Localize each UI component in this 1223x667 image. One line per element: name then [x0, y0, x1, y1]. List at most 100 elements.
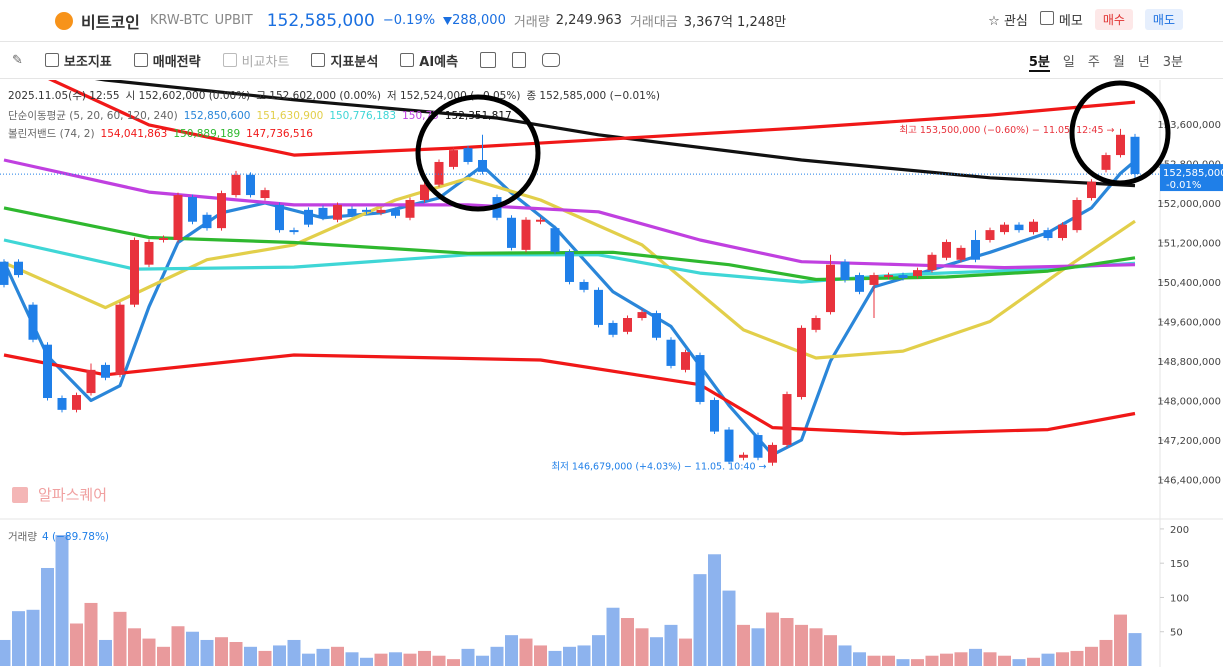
candle-tool[interactable]	[512, 52, 527, 68]
volume-bar	[621, 618, 634, 666]
tool-icon	[44, 53, 59, 67]
candle-body	[391, 209, 400, 216]
volume-title: 거래량	[8, 531, 37, 543]
header-buttons: ☆ 관심 메모 매수 매도	[988, 9, 1183, 30]
volume-bar	[70, 623, 83, 666]
tool-label: AI예측	[419, 54, 459, 70]
volume-bar	[954, 652, 968, 666]
candle-body	[594, 289, 603, 325]
highlight-circle	[1069, 80, 1171, 186]
period[interactable]: 월	[1112, 55, 1125, 70]
candle-body	[275, 204, 284, 231]
volume-bars	[0, 535, 1142, 666]
candle-body	[884, 275, 893, 278]
buy-button[interactable]: 매수	[1094, 9, 1133, 30]
candle-body	[913, 270, 922, 277]
tool-icon	[311, 53, 326, 67]
candles	[0, 128, 1160, 466]
candle-body	[405, 199, 415, 218]
down-arrow	[443, 16, 453, 25]
indicator-line	[3, 206, 1136, 282]
volume-bar	[853, 652, 866, 666]
camera-tool[interactable]	[542, 53, 561, 67]
legend-value: 151,630,900	[257, 110, 324, 122]
last-price-tag	[1160, 164, 1223, 192]
candle-body	[739, 454, 748, 458]
candle-body	[478, 159, 487, 172]
volume-bar	[693, 574, 707, 666]
volume-bar	[418, 650, 431, 666]
volume-bar	[99, 639, 112, 666]
volume-bar	[751, 628, 765, 666]
period[interactable]: 일	[1062, 55, 1075, 70]
period[interactable]: 년	[1137, 55, 1150, 70]
tool[interactable]: 매매전략	[133, 51, 201, 70]
tool-label: 지표분석	[330, 54, 379, 70]
tool[interactable]: 비교차트	[222, 51, 289, 70]
tool-icon	[222, 53, 237, 67]
candle-body	[28, 304, 38, 340]
y-tick-label: 147,200,000	[1157, 436, 1221, 447]
y-tick-label: 148,800,000	[1157, 357, 1221, 368]
candle-body	[753, 435, 763, 458]
watch-button[interactable]: ☆ 관심	[988, 14, 1028, 29]
square-tool[interactable]	[480, 52, 497, 68]
period[interactable]: 3분	[1162, 55, 1183, 70]
candle-body	[1072, 199, 1082, 231]
period[interactable]: 5분	[1028, 51, 1050, 72]
legend-title: 볼린저밴드 (74, 2)	[8, 128, 95, 140]
volume-bar	[157, 646, 170, 666]
candle-body	[927, 254, 937, 271]
tool-label: 보조지표	[63, 54, 112, 70]
tool[interactable]: 보조지표	[44, 51, 112, 70]
tool[interactable]: AI예측	[400, 51, 458, 70]
indicator-line	[3, 238, 1136, 284]
price: 152,585,000	[266, 10, 375, 31]
pen-icon[interactable]: ✎	[12, 52, 23, 68]
info-line: 2025.11.05(수) 12:55 시 152,602,000 (0.00%)…	[8, 90, 660, 102]
volume-bar	[1056, 652, 1069, 666]
candle-body	[782, 394, 792, 445]
volume-bar	[1041, 653, 1055, 666]
y-tick-label: 150,400,000	[1157, 278, 1221, 289]
candle-body	[304, 209, 313, 225]
candle-body	[318, 207, 328, 218]
indicator-legend: 단순이동평균 (5, 20, 60, 120, 240) 152,850,600 1…	[8, 110, 512, 122]
candle-body	[202, 214, 212, 229]
volume-bar	[490, 646, 504, 666]
volume-bar	[244, 646, 257, 666]
y-tick-label: 153,600,000	[1157, 120, 1221, 131]
tool-icon	[133, 53, 148, 67]
tool-icon	[400, 53, 415, 67]
y-tick-label: 152,000,000	[1157, 199, 1221, 210]
candle-body	[57, 398, 67, 410]
volume-bar	[55, 535, 69, 666]
volume-bar	[766, 612, 779, 666]
y-tick-label: 50	[1170, 628, 1183, 639]
volume-bar	[867, 655, 881, 666]
volume-bar	[331, 646, 344, 666]
legend-title: 단순이동평균 (5, 20, 60, 120, 240)	[8, 110, 178, 122]
sell-button[interactable]: 매도	[1144, 9, 1183, 30]
volume-bar	[882, 655, 895, 666]
high-annotation: 최고 153,500,000 (−0.60%) − 11.05. 12:45 →	[899, 125, 1114, 136]
candle-body	[724, 429, 734, 462]
volume-bar	[983, 652, 997, 666]
candle-body	[608, 322, 618, 335]
period[interactable]: 주	[1087, 55, 1100, 70]
candle-body	[1116, 134, 1125, 156]
legend-value: 150,889,189	[173, 128, 240, 140]
y-tick-label: 200	[1170, 525, 1189, 536]
legend-value: 152,351,817	[445, 110, 512, 122]
volume-bar	[577, 645, 591, 666]
volume-bar	[432, 655, 446, 666]
tool[interactable]: 지표분석	[311, 51, 378, 70]
candle-body	[0, 261, 9, 285]
volume-bar	[722, 590, 736, 666]
volume-bar	[780, 618, 794, 666]
candle-body	[666, 339, 676, 366]
memo-button[interactable]: 메모	[1039, 10, 1083, 29]
amount: 3,367억 1,248만	[683, 15, 787, 30]
volume-bar	[1027, 657, 1040, 666]
indicator-line	[3, 353, 1136, 436]
